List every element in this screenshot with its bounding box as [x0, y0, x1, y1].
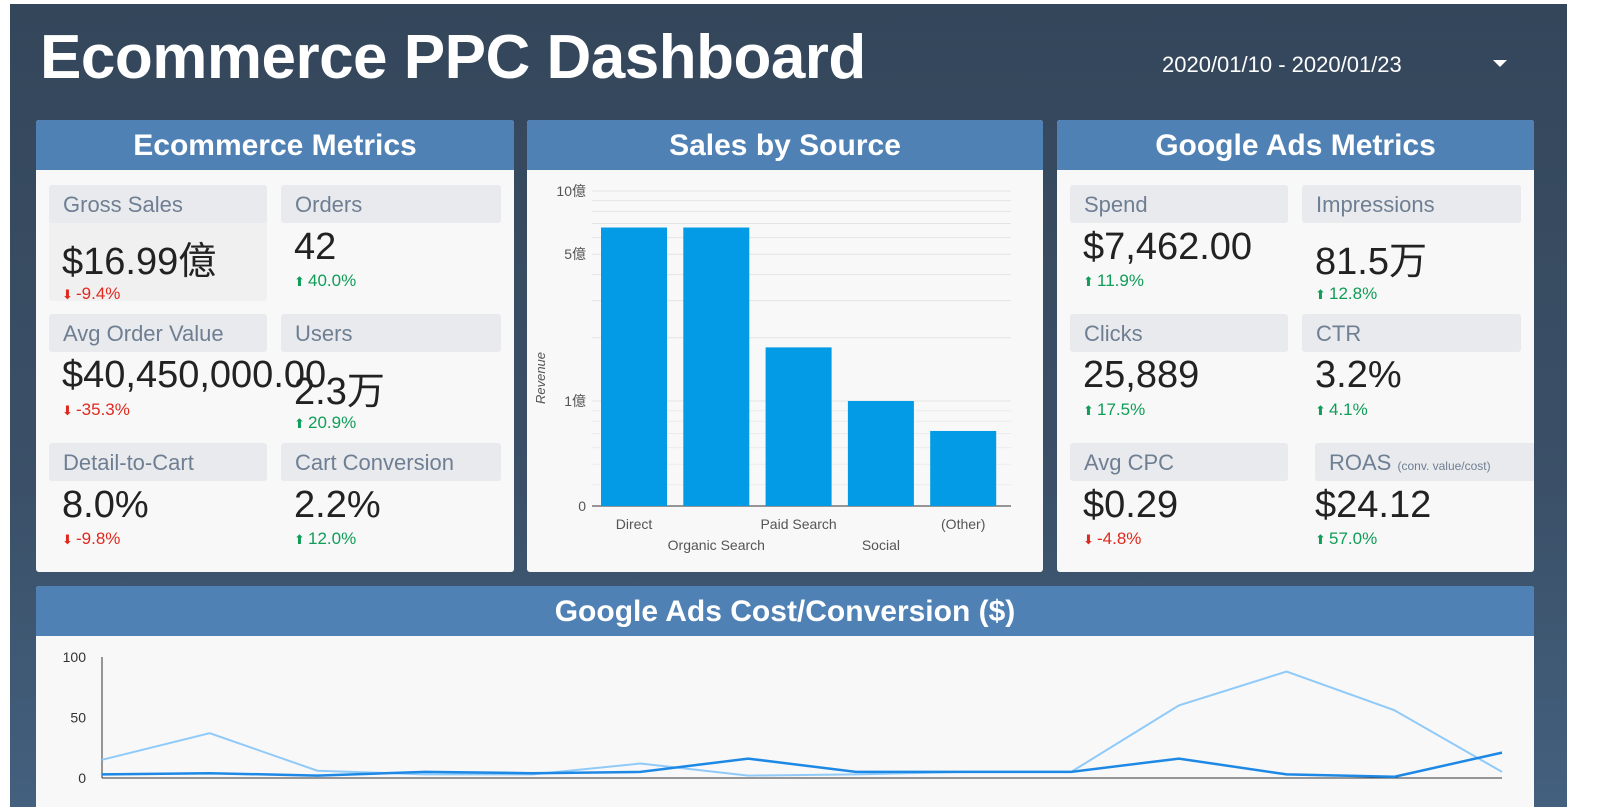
metric-delta-impressions: ⬆ 12.8% [1315, 284, 1377, 304]
delta-text: 11.9% [1097, 271, 1144, 290]
metric-label-clicks: Clicks [1070, 314, 1288, 352]
arrow-down-icon: ⬇ [62, 532, 73, 547]
arrow-up-icon: ⬆ [294, 274, 305, 289]
bar-other[interactable] [930, 430, 997, 506]
panel-title: Sales by Source [527, 120, 1043, 170]
metric-label-detail-to-cart: Detail-to-Cart [49, 443, 267, 481]
y-tick-label: 1億 [564, 393, 586, 409]
metric-value-detail-to-cart: 8.0% [62, 484, 149, 526]
delta-text: 12.8% [1329, 284, 1378, 303]
metric-delta-ctr: ⬆ 4.1% [1315, 400, 1368, 420]
delta-text: 12.0% [308, 529, 357, 548]
line-series-1[interactable] [101, 670, 1503, 777]
arrow-up-icon: ⬆ [1083, 403, 1094, 418]
metric-delta-cart-conversion: ⬆ 12.0% [294, 529, 356, 549]
google-ads-metrics-panel: Google Ads Metrics Spend $7,462.00 ⬆ 11.9… [1057, 120, 1534, 572]
metric-delta-roas: ⬆ 57.0% [1315, 529, 1377, 549]
metric-delta-gross-sales: ⬇ -9.4% [62, 284, 120, 304]
delta-text: -35.3% [76, 400, 130, 419]
y-tick-label: 50 [70, 710, 86, 726]
metric-label-spend: Spend [1070, 185, 1288, 223]
metric-value-cart-conversion: 2.2% [294, 484, 381, 526]
x-tick-label: Social [862, 537, 900, 553]
metric-value-spend: $7,462.00 [1083, 226, 1253, 268]
delta-text: 57.0% [1329, 529, 1378, 548]
delta-text: 17.5% [1097, 400, 1146, 419]
metric-label-avg-order-value: Avg Order Value [49, 314, 267, 352]
delta-text: 4.1% [1329, 400, 1368, 419]
delta-text: -9.4% [76, 284, 121, 303]
arrow-up-icon: ⬆ [1083, 274, 1094, 289]
ecommerce-metrics-panel: Ecommerce Metrics Gross Sales $16.99億 ⬇ -… [36, 120, 514, 572]
cost-conversion-panel: Google Ads Cost/Conversion ($) 100 50 0 [36, 586, 1534, 807]
metric-value-roas: $24.12 [1315, 484, 1432, 526]
bar-social[interactable] [847, 401, 914, 506]
delta-text: 20.9% [308, 413, 357, 432]
arrow-up-icon: ⬆ [294, 416, 305, 431]
arrow-down-icon: ⬇ [62, 287, 73, 302]
metric-label-roas: ROAS (conv. value/cost) [1315, 443, 1534, 481]
panel-title: Google Ads Cost/Conversion ($) [36, 586, 1534, 636]
arrow-up-icon: ⬆ [294, 532, 305, 547]
metric-label-users: Users [281, 314, 501, 352]
metric-value-clicks: 25,889 [1083, 354, 1200, 396]
metric-delta-orders: ⬆ 40.0% [294, 271, 356, 291]
y-tick-label: 0 [578, 498, 586, 514]
bar-organic-search[interactable] [683, 227, 750, 506]
metric-label-ctr: CTR [1302, 314, 1521, 352]
roas-label: ROAS [1329, 450, 1392, 475]
metric-value-avg-cpc: $0.29 [1083, 484, 1179, 526]
metric-delta-spend: ⬆ 11.9% [1083, 271, 1144, 291]
y-tick-label: 10億 [556, 183, 586, 199]
y-axis-label: Revenue [533, 352, 548, 404]
sales-by-source-chart: Direct Organic Search Paid Search Social (Ot… [533, 183, 1011, 553]
page-title: Ecommerce PPC Dashboard [40, 23, 866, 92]
sales-by-source-panel: Sales by Source Direct Organic Search Paid… [527, 120, 1043, 572]
chevron-down-icon[interactable] [1493, 60, 1507, 67]
x-tick-label: Paid Search [760, 516, 836, 532]
date-range-selector[interactable]: 2020/01/10 - 2020/01/23 [1162, 52, 1402, 77]
metric-value-ctr: 3.2% [1315, 354, 1402, 396]
metric-value-orders: 42 [294, 226, 337, 268]
line-series-2[interactable] [101, 751, 1503, 779]
metric-delta-detail-to-cart: ⬇ -9.8% [62, 529, 120, 549]
metric-value-gross-sales: $16.99億 [62, 241, 217, 283]
cost-conversion-chart: 100 50 0 [63, 649, 1503, 786]
x-tick-label: Organic Search [668, 537, 765, 553]
delta-text: 40.0% [308, 271, 357, 290]
metric-value-users: 2.3万 [294, 371, 385, 413]
metric-label-orders: Orders [281, 185, 501, 223]
metric-delta-clicks: ⬆ 17.5% [1083, 400, 1145, 420]
y-tick-label: 5億 [564, 246, 586, 262]
arrow-up-icon: ⬆ [1315, 403, 1326, 418]
y-tick-label: 0 [78, 770, 86, 786]
metric-label-avg-cpc: Avg CPC [1070, 443, 1288, 481]
metric-delta-users: ⬆ 20.9% [294, 413, 356, 433]
metric-value-impressions: 81.5万 [1315, 241, 1427, 283]
arrow-down-icon: ⬇ [1083, 532, 1094, 547]
arrow-down-icon: ⬇ [62, 403, 73, 418]
metric-delta-avg-cpc: ⬇ -4.8% [1083, 529, 1141, 549]
arrow-up-icon: ⬆ [1315, 532, 1326, 547]
x-tick-label: (Other) [941, 516, 985, 532]
bar-paid-search[interactable] [765, 347, 832, 506]
metric-label-cart-conversion: Cart Conversion [281, 443, 501, 481]
x-tick-label: Direct [616, 516, 653, 532]
delta-text: -4.8% [1097, 529, 1142, 548]
metric-delta-avg-order-value: ⬇ -35.3% [62, 400, 130, 420]
panel-title: Google Ads Metrics [1057, 120, 1534, 170]
metric-value-avg-order-value: $40,450,000.00 [62, 354, 327, 396]
bar-direct[interactable] [601, 227, 667, 506]
roas-note: (conv. value/cost) [1397, 459, 1491, 473]
y-tick-label: 100 [63, 649, 87, 665]
panel-title: Ecommerce Metrics [36, 120, 514, 170]
window-edge [1567, 0, 1600, 807]
metric-label-impressions: Impressions [1302, 185, 1521, 223]
metric-label-gross-sales: Gross Sales [49, 185, 267, 223]
delta-text: -9.8% [76, 529, 121, 548]
arrow-up-icon: ⬆ [1315, 287, 1326, 302]
